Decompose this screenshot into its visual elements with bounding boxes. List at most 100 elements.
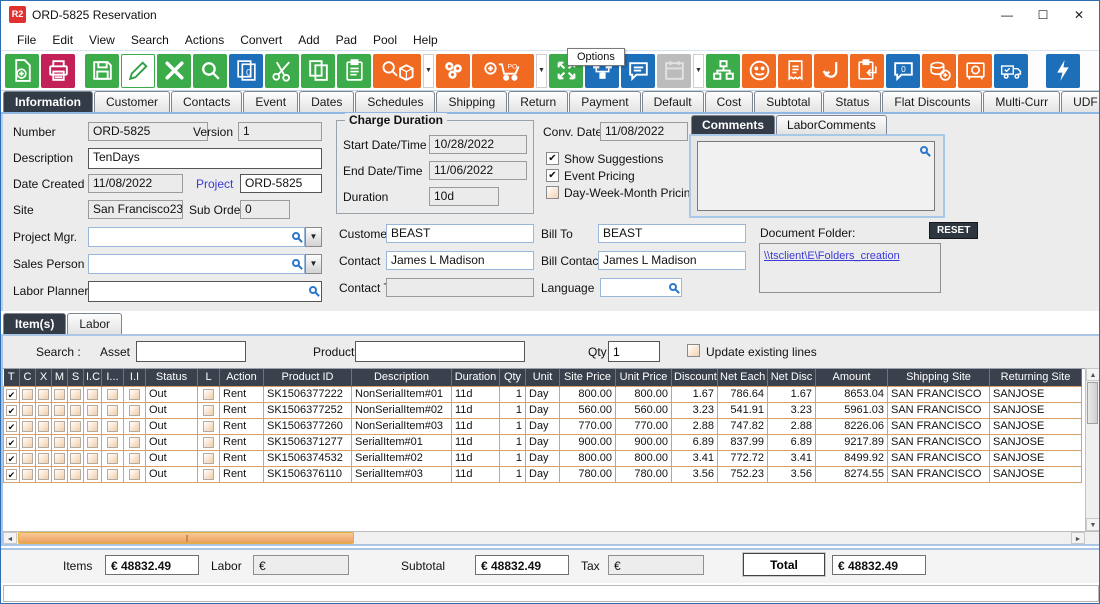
amount-cell[interactable]: 8226.06 [815,417,888,435]
header-unit[interactable]: Unit [525,369,560,386]
start-datetime-field[interactable]: 10/28/2022 [429,135,527,154]
add-po-dropdown[interactable]: ▼ [536,53,547,88]
description-cell[interactable]: NonSerialItem#02 [351,401,452,419]
qty-cell[interactable]: 1 [499,385,526,403]
amount-cell[interactable]: 8499.92 [815,449,888,467]
discount-cell[interactable]: 3.23 [671,401,718,419]
qty-cell[interactable]: 1 [499,401,526,419]
product-id-cell[interactable]: SK1506377252 [263,401,352,419]
menu-convert[interactable]: Convert [240,32,283,47]
lightning-button[interactable] [1046,53,1080,88]
unit-cell[interactable]: Day [525,385,560,403]
discount-cell[interactable]: 6.89 [671,433,718,451]
bill-to-field[interactable]: BEAST [598,224,746,243]
row-l-checkbox[interactable] [203,436,214,448]
duration-cell[interactable]: 11d [451,417,500,435]
status-cell[interactable]: Out [145,385,198,403]
header-l[interactable]: L [197,369,220,386]
labor-planner-field[interactable] [88,281,322,302]
duration-field[interactable]: 10d [429,187,499,206]
row-ii-checkbox[interactable] [129,388,140,400]
site-price-cell[interactable]: 800.00 [559,449,616,467]
row-ic-checkbox[interactable] [87,404,98,416]
row-x-checkbox[interactable] [38,420,49,432]
row-s-checkbox[interactable] [70,388,81,400]
amount-cell[interactable]: 8653.04 [815,385,888,403]
language-field[interactable] [600,278,682,297]
tab-information[interactable]: Information [3,91,93,112]
copy-button[interactable] [301,53,335,88]
asset-input[interactable] [136,341,246,362]
sales-person-dropdown[interactable]: ▼ [305,254,322,274]
row-x-checkbox[interactable] [38,404,49,416]
row-i-checkbox[interactable] [107,420,118,432]
site-price-cell[interactable]: 900.00 [559,433,616,451]
row-ic-checkbox[interactable] [87,388,98,400]
comments-search-icon[interactable] [920,146,928,154]
menu-pool[interactable]: Pool [372,32,397,47]
net-disc-cell[interactable]: 1.67 [767,385,816,403]
menu-view[interactable]: View [89,32,115,47]
tab-customer[interactable]: Customer [94,91,171,112]
header-m[interactable]: M [51,369,68,386]
row-t-checkbox[interactable]: ✔ [6,452,17,464]
receipt-button[interactable] [778,53,812,88]
unit-price-cell[interactable]: 770.00 [615,417,672,435]
header-action[interactable]: Action [219,369,264,386]
row-ic-checkbox[interactable] [87,468,98,480]
discount-cell[interactable]: 1.67 [671,385,718,403]
row-x-checkbox[interactable] [38,436,49,448]
net-each-cell[interactable]: 541.91 [717,401,768,419]
row-x-checkbox[interactable] [38,388,49,400]
header-discount[interactable]: Discount [671,369,718,386]
row-ii-checkbox[interactable] [129,404,140,416]
unit-price-cell[interactable]: 800.00 [615,385,672,403]
returning-site-cell[interactable]: SANJOSE [989,417,1082,435]
row-t-checkbox[interactable]: ✔ [6,468,17,480]
org-chart-button[interactable] [706,53,740,88]
product-search-dropdown[interactable]: ▼ [423,53,434,88]
row-l-checkbox[interactable] [203,420,214,432]
sales-person-field[interactable] [88,254,305,274]
horizontal-scrollbar[interactable]: ◄ ► [3,531,1099,544]
menu-search[interactable]: Search [130,32,169,47]
row-t-checkbox[interactable]: ✔ [6,420,17,432]
action-cell[interactable]: Rent [219,417,264,435]
row-m-checkbox[interactable] [54,452,65,464]
description-cell[interactable]: NonSerialItem#01 [351,385,452,403]
row-t-checkbox[interactable]: ✔ [6,436,17,448]
edit-button[interactable] [121,53,155,88]
safe-button[interactable] [958,53,992,88]
row-c-checkbox[interactable] [22,452,33,464]
save-button[interactable] [85,53,119,88]
header-returning-site[interactable]: Returning Site [989,369,1082,386]
tab-event[interactable]: Event [243,91,299,112]
tab-comments[interactable]: Comments [691,115,776,134]
row-m-checkbox[interactable] [54,436,65,448]
scroll-up-arrow[interactable]: ▲ [1086,368,1099,381]
row-l-checkbox[interactable] [203,468,214,480]
product-id-cell[interactable]: SK1506377260 [263,417,352,435]
tab-labor[interactable]: Labor [67,313,123,334]
minimize-button[interactable]: — [1001,8,1013,22]
duration-cell[interactable]: 11d [451,385,500,403]
returning-site-cell[interactable]: SANJOSE [989,465,1082,483]
undo-return-button[interactable] [814,53,848,88]
project-mgr-field[interactable] [88,227,305,247]
customer-field[interactable]: BEAST [386,224,534,243]
unit-price-cell[interactable]: 780.00 [615,465,672,483]
product-search-button[interactable] [373,53,421,88]
project-mgr-search-icon[interactable] [292,232,300,240]
header-status[interactable]: Status [145,369,198,386]
row-i-checkbox[interactable] [107,404,118,416]
row-ic-checkbox[interactable] [87,436,98,448]
product-id-cell[interactable]: SK1506371277 [263,433,352,451]
row-s-checkbox[interactable] [70,436,81,448]
net-each-cell[interactable]: 772.72 [717,449,768,467]
product-id-cell[interactable]: SK1506377222 [263,385,352,403]
row-l-checkbox[interactable] [203,452,214,464]
tab-schedules[interactable]: Schedules [355,91,436,112]
amount-cell[interactable]: 9217.89 [815,433,888,451]
scroll-down-arrow[interactable]: ▼ [1086,518,1099,531]
header-t[interactable]: T [3,369,20,386]
